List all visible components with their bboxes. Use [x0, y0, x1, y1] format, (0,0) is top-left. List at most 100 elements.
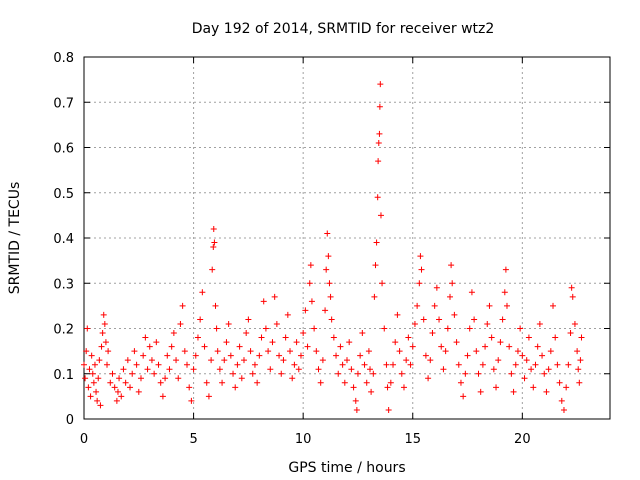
data-point	[322, 307, 329, 314]
y-tick-label: 0.3	[53, 277, 74, 292]
data-point	[107, 379, 114, 386]
data-point	[179, 302, 186, 309]
data-point	[385, 406, 392, 413]
data-point	[519, 352, 526, 359]
data-point	[517, 325, 524, 332]
data-point	[556, 379, 563, 386]
x-tick-label: 5	[189, 432, 197, 447]
data-point	[514, 348, 521, 355]
data-point	[276, 352, 283, 359]
data-point	[181, 348, 188, 355]
plot-frame	[83, 56, 611, 420]
data-point	[510, 388, 517, 395]
data-point	[155, 361, 162, 368]
data-point	[93, 388, 100, 395]
data-point	[460, 393, 467, 400]
data-point	[214, 348, 221, 355]
data-point	[142, 334, 149, 341]
data-point	[576, 379, 583, 386]
data-point	[323, 266, 330, 273]
data-point	[477, 388, 484, 395]
data-point	[105, 348, 112, 355]
data-point	[361, 361, 368, 368]
data-point	[577, 357, 584, 364]
data-point	[153, 339, 160, 346]
data-point	[574, 348, 581, 355]
data-point	[502, 266, 509, 273]
data-point	[554, 361, 561, 368]
data-point	[444, 325, 451, 332]
data-point	[205, 393, 212, 400]
data-point	[273, 320, 280, 327]
data-point	[151, 370, 158, 377]
data-point	[409, 343, 416, 350]
data-point	[188, 397, 195, 404]
data-point	[280, 357, 287, 364]
data-point	[170, 330, 177, 337]
data-point	[499, 316, 506, 323]
data-point	[490, 366, 497, 373]
data-point	[344, 357, 350, 364]
data-point	[234, 361, 241, 368]
data-point	[501, 289, 508, 296]
data-point	[278, 370, 285, 377]
data-point	[539, 352, 546, 359]
data-point	[265, 348, 272, 355]
data-point	[403, 357, 410, 364]
data-point	[417, 253, 424, 260]
data-point	[247, 348, 254, 355]
data-point	[315, 366, 322, 373]
data-point	[464, 352, 471, 359]
data-point	[120, 366, 127, 373]
data-point	[131, 348, 138, 355]
data-point	[94, 397, 101, 404]
axis-ticks: 0 0.1 0.2 0.3 0.4 0.5 0.6 0.7 0.8 0 5 10 15 20	[53, 51, 610, 447]
data-point	[82, 375, 89, 382]
data-point	[377, 81, 384, 88]
data-point	[304, 343, 311, 350]
data-point	[302, 307, 309, 314]
data-point	[96, 357, 103, 364]
data-point	[177, 320, 184, 327]
data-point	[550, 302, 557, 309]
chart-title: Day 192 of 2014, SRMTID for receiver wtz…	[192, 21, 495, 37]
data-point	[269, 339, 276, 346]
data-point	[100, 311, 107, 318]
data-point	[400, 384, 407, 391]
data-point	[213, 325, 220, 332]
data-point	[407, 361, 414, 368]
data-point	[98, 343, 105, 350]
data-point	[211, 239, 218, 246]
data-point	[436, 316, 443, 323]
x-tick-label: 20	[514, 432, 531, 447]
data-point	[420, 316, 427, 323]
data-point	[267, 366, 274, 373]
data-point	[249, 370, 256, 377]
data-point	[194, 334, 201, 341]
data-point	[497, 339, 504, 346]
data-point	[84, 325, 91, 332]
data-point	[135, 388, 142, 395]
data-point	[225, 320, 232, 327]
data-point	[162, 375, 169, 382]
data-point	[376, 130, 383, 137]
data-point	[449, 280, 456, 287]
data-point	[203, 379, 210, 386]
data-point	[365, 348, 372, 355]
data-point	[168, 343, 175, 350]
data-point	[90, 379, 97, 386]
data-point	[394, 311, 401, 318]
data-point	[186, 384, 193, 391]
data-point	[328, 316, 335, 323]
data-point	[271, 293, 278, 300]
data-point	[370, 370, 377, 377]
data-point	[405, 334, 412, 341]
data-point	[495, 357, 502, 364]
data-point	[427, 357, 434, 364]
data-point	[258, 334, 265, 341]
data-point	[232, 384, 239, 391]
data-point	[541, 370, 548, 377]
data-point	[350, 384, 357, 391]
data-point	[118, 393, 125, 400]
data-point	[199, 289, 206, 296]
